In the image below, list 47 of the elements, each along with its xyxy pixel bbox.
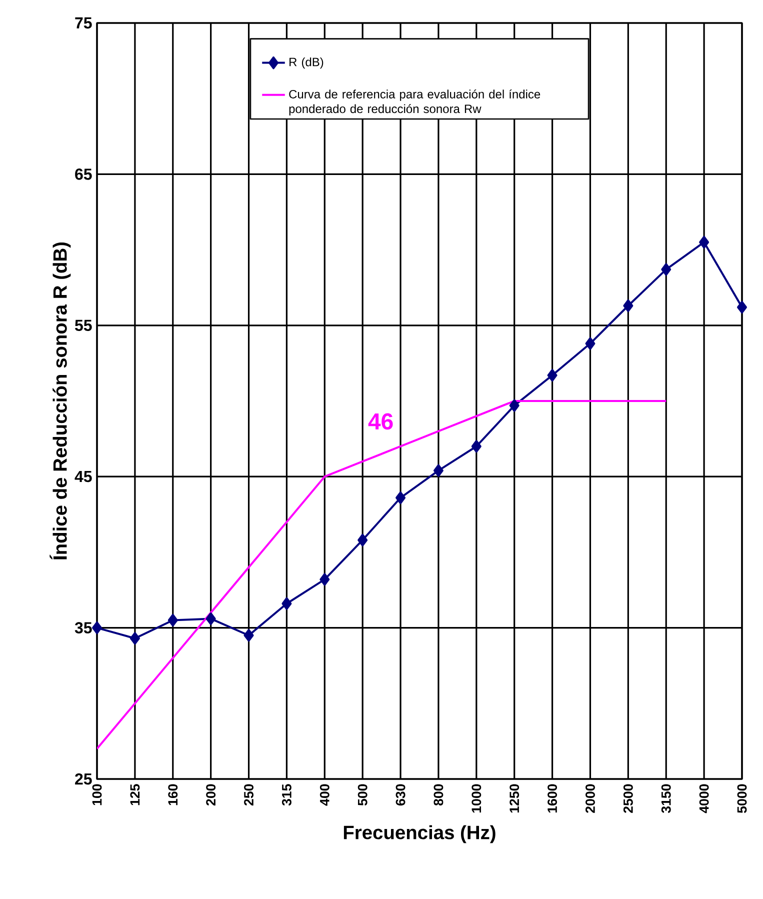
y-axis-title: Índice de Reducción sonora R (dB) bbox=[50, 242, 71, 560]
point bbox=[661, 263, 672, 276]
point bbox=[92, 621, 102, 634]
y-tick-label: 45 bbox=[74, 471, 92, 482]
x-tick-label: 100 bbox=[92, 784, 102, 806]
point bbox=[358, 534, 368, 546]
x-tick-label: 2000 bbox=[586, 784, 595, 813]
x-tick-label: 630 bbox=[396, 784, 406, 806]
point bbox=[396, 491, 406, 504]
point bbox=[547, 368, 558, 382]
legend-label: Curva de referencia para evaluación del índice ponderado de reducción sonora Rw bbox=[289, 89, 540, 116]
y-tick-label: 25 bbox=[75, 773, 92, 785]
point bbox=[699, 236, 710, 249]
x-tick-label: 500 bbox=[358, 784, 368, 806]
y-tick-label: 75 bbox=[75, 17, 92, 29]
x-tick-label: 3150 bbox=[661, 784, 671, 814]
x-tick-label: 250 bbox=[244, 784, 254, 806]
x-tick-label: 4000 bbox=[699, 784, 709, 814]
y-tick-label: 55 bbox=[74, 320, 92, 331]
point bbox=[130, 632, 140, 645]
point bbox=[736, 300, 747, 314]
point bbox=[471, 440, 482, 453]
x-tick-label: 1250 bbox=[510, 784, 520, 813]
x-tick-label: 1000 bbox=[472, 784, 482, 813]
point bbox=[244, 629, 254, 642]
x-tick-label: 160 bbox=[168, 784, 178, 806]
point bbox=[585, 337, 596, 350]
point bbox=[206, 612, 216, 626]
legend-label: R (dB) bbox=[290, 57, 324, 69]
x-tick-label: 5000 bbox=[737, 784, 747, 813]
x-tick-label: 125 bbox=[130, 784, 140, 806]
x-tick-label: 400 bbox=[320, 784, 330, 806]
point bbox=[320, 573, 330, 586]
point bbox=[168, 614, 178, 627]
point bbox=[282, 597, 292, 610]
x-tick-label: 1600 bbox=[548, 784, 558, 813]
annotation: 46 bbox=[368, 413, 393, 430]
point bbox=[509, 399, 520, 412]
x-axis-title: Frecuencias (Hz) bbox=[344, 825, 496, 844]
point bbox=[623, 299, 634, 312]
x-tick-label: 2500 bbox=[623, 784, 633, 813]
y-tick-label: 35 bbox=[74, 622, 92, 634]
x-tick-label: 315 bbox=[282, 784, 292, 806]
point bbox=[433, 464, 444, 477]
x-tick-label: 800 bbox=[434, 784, 444, 806]
y-tick-label: 65 bbox=[75, 168, 92, 180]
x-tick-label: 200 bbox=[206, 784, 216, 806]
